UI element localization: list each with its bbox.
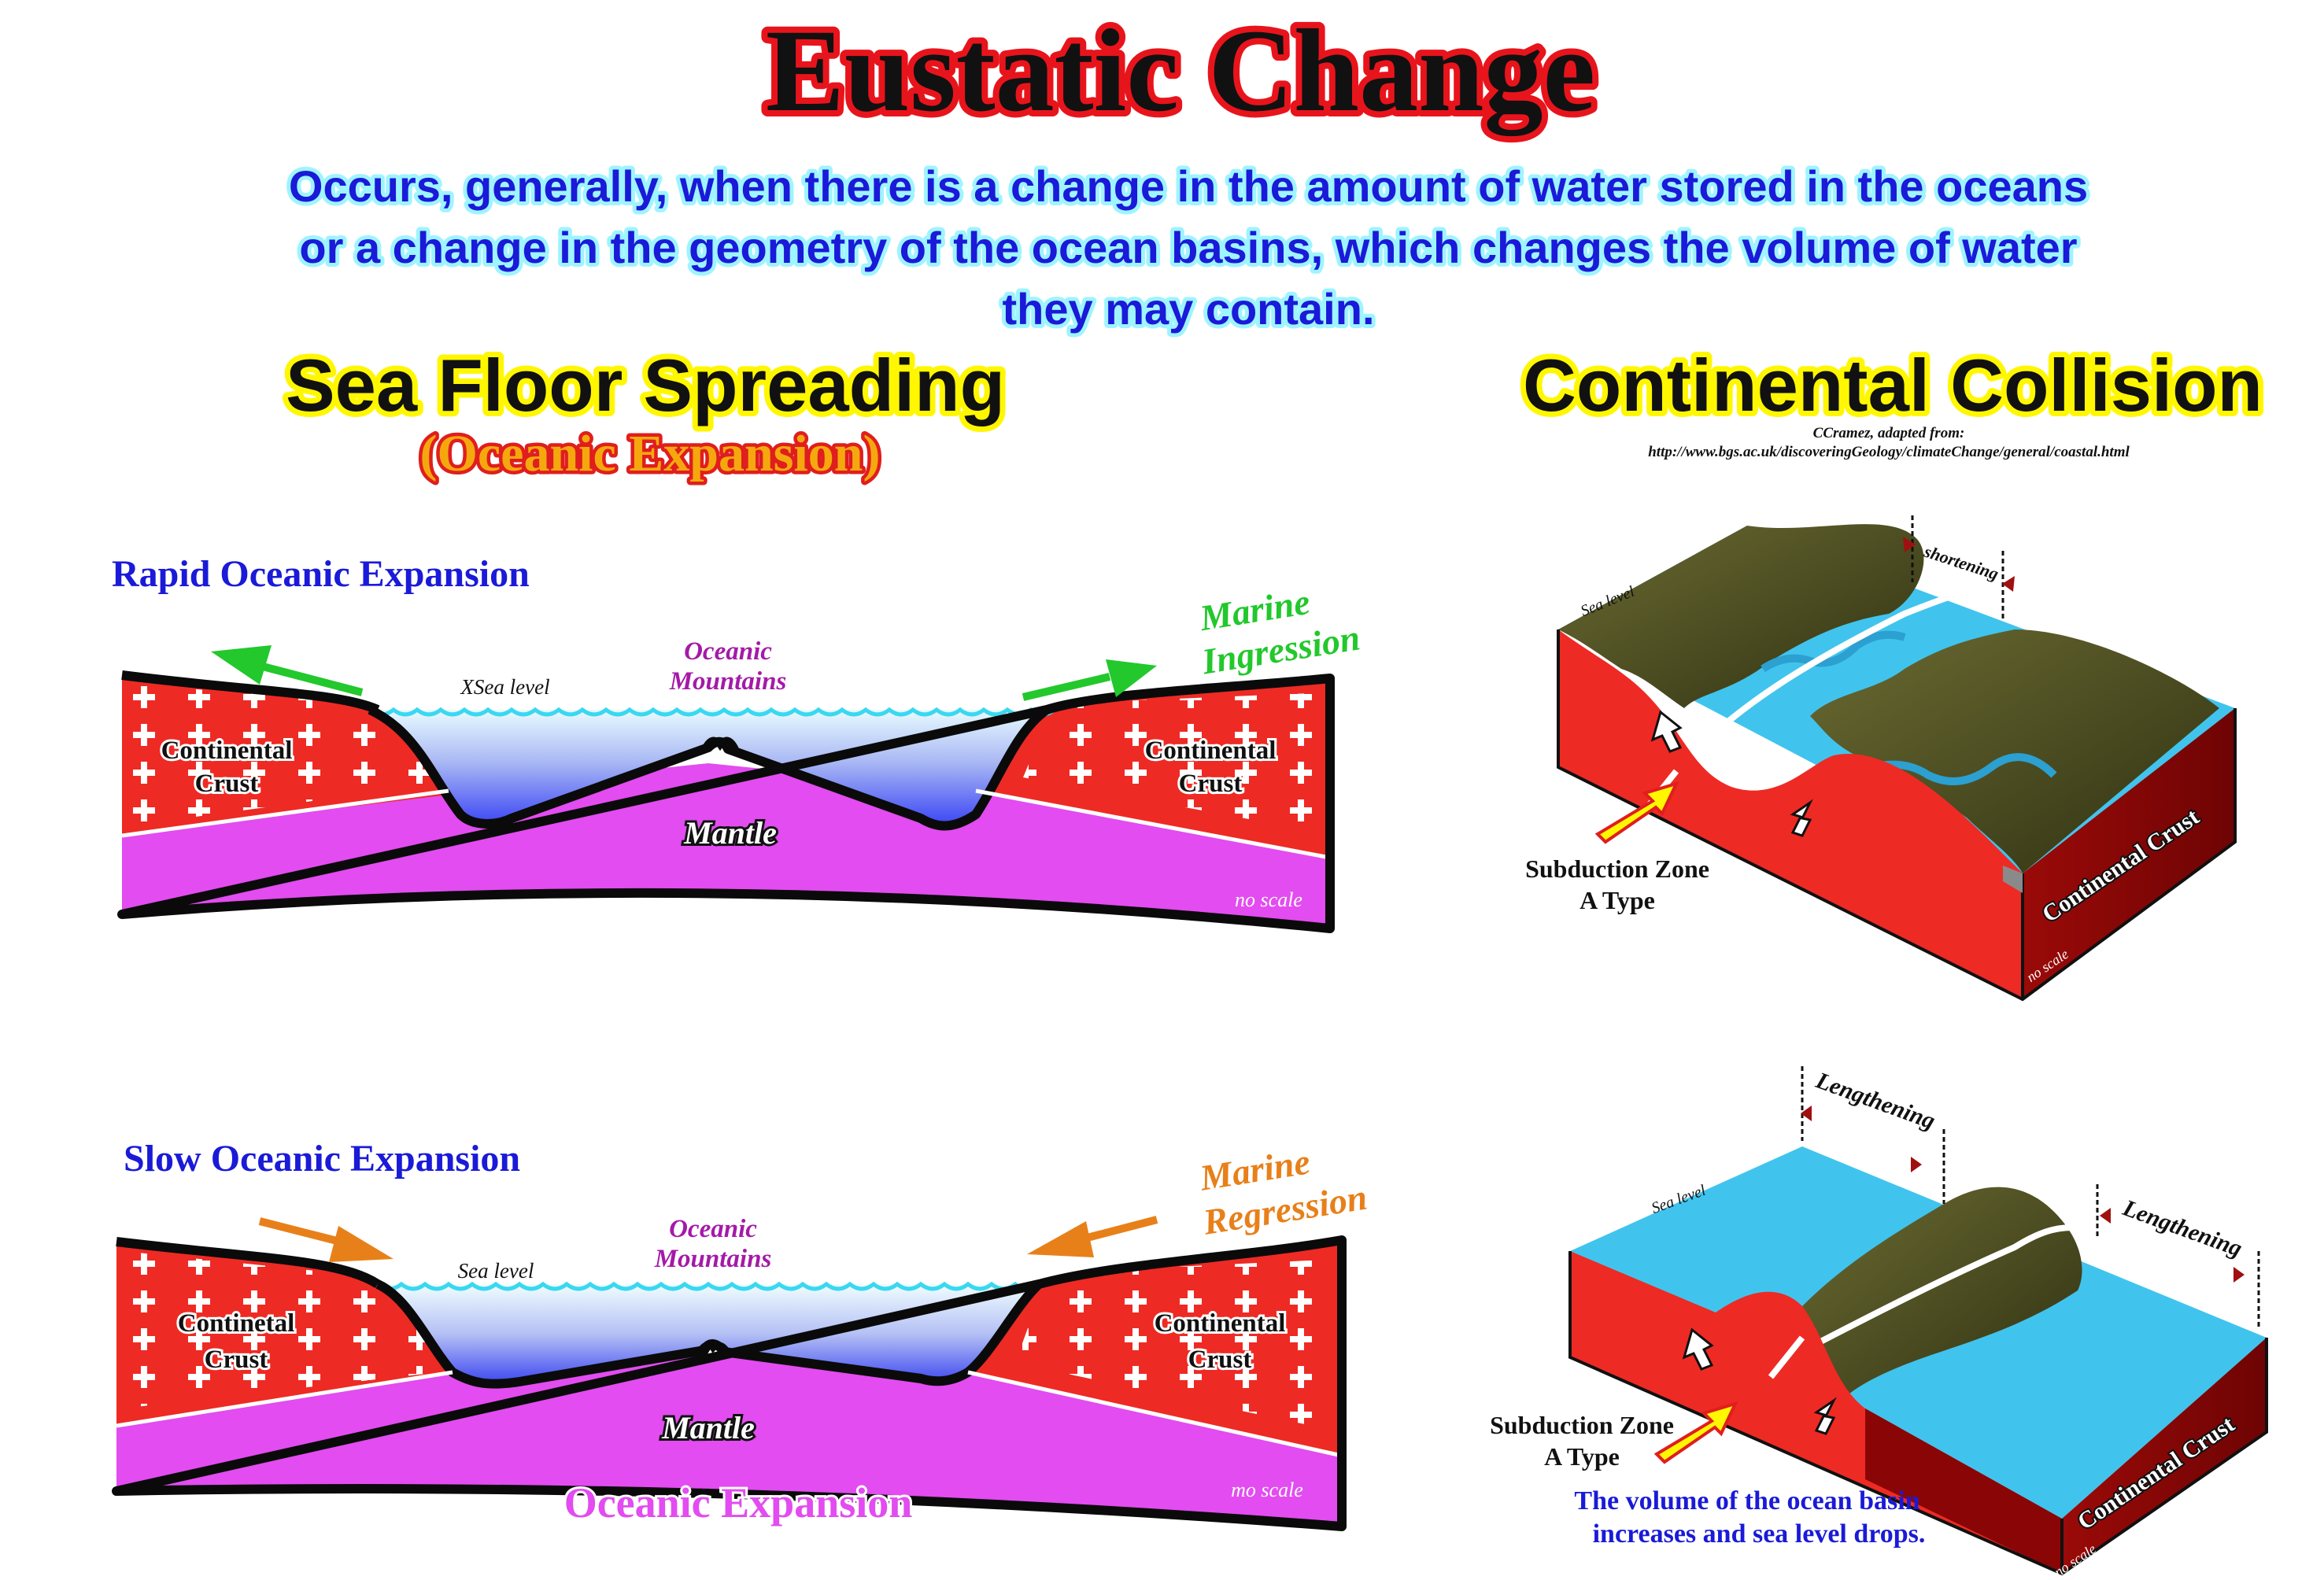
- bottom-front-dark: [1865, 1408, 2062, 1574]
- rapid-mantle-label: Mantle: [683, 815, 777, 851]
- rapid-ocean: [370, 710, 1047, 826]
- bottom-lengthening-arrow-1: [1801, 1106, 1812, 1121]
- slow-ocean: [378, 1284, 1039, 1384]
- oceanic-expansion-subheading: (Oceanic Expansion): [420, 425, 881, 482]
- credit-line-1: CCramez, adapted from:: [1813, 425, 1965, 441]
- rapid-mantle: [122, 724, 1330, 928]
- slow-left-orange-arrow: [258, 1217, 393, 1262]
- bottom-subduction-arrow-left: [1682, 1327, 1714, 1371]
- rapid-sea-level: XSea level: [460, 675, 549, 699]
- bottom-side-face: [2062, 1338, 2267, 1574]
- sea-floor-spreading-heading: Sea Floor Spreading: [286, 344, 1005, 426]
- intro-text: Occurs, generally, when there is a chang…: [285, 157, 2092, 338]
- top-edges: [1557, 629, 2237, 1002]
- rapid-right-green-arrow: [1022, 659, 1157, 701]
- top-shortening-arrow-right: [2002, 576, 2015, 592]
- top-land-left: [1558, 524, 1924, 708]
- rapid-frame: [117, 670, 1335, 933]
- slow-sea-surface: [376, 1281, 1040, 1291]
- slow-mountains-2: Mountains: [654, 1245, 772, 1273]
- top-side-face: [2023, 708, 2235, 999]
- rapid-moho-left: [121, 788, 449, 838]
- rapid-scale: no scale: [1235, 888, 1302, 911]
- bottom-lengthening-arrow-4: [2233, 1267, 2245, 1283]
- slow-left-crust-label-2: Crust: [205, 1346, 268, 1374]
- bottom-suture: [1809, 1224, 2078, 1350]
- bottom-note-1: The volume of the ocean basin: [1574, 1486, 1919, 1515]
- rapid-expansion-diagram: Rapid Oceanic Expansion XSea level Ocean…: [109, 551, 1364, 933]
- slow-mantle: [116, 1353, 1342, 1526]
- slow-sea-level: Sea level: [458, 1259, 534, 1283]
- rapid-sea-surface: [368, 707, 1056, 717]
- bottom-yellow-arrow: [1653, 1401, 1738, 1464]
- bottom-land: [1802, 1187, 2082, 1401]
- rapid-left-crust-label-1: Continental: [161, 736, 293, 765]
- bottom-edges: [1568, 1251, 2268, 1576]
- rapid-moho-right: [975, 788, 1331, 860]
- bottom-lengthening-left: Lengthening: [1812, 1067, 1938, 1135]
- top-front-face: [1558, 629, 2023, 999]
- page-title: Eustatic Change: [766, 6, 1595, 136]
- oceanic-expansion-footer: Oceanic Expansion: [564, 1479, 913, 1526]
- intro-line-2: or a change in the geometry of the ocean…: [299, 223, 2077, 272]
- slow-right-crust-label-1: Continental: [1155, 1309, 1286, 1338]
- slow-moho-left: [116, 1370, 453, 1428]
- top-shortening-label: shortening: [1921, 541, 2001, 584]
- top-shortening-arrow-left: [1903, 537, 1916, 552]
- credit-line-2: http://www.bgs.ac.uk/discoveringGeology/…: [1648, 444, 2130, 460]
- slow-expansion-label: Slow Oceanic Expansion: [124, 1138, 520, 1179]
- slow-mountains-1: Oceanic: [669, 1215, 757, 1243]
- rapid-mountains-1: Oceanic: [684, 637, 772, 666]
- bottom-subduction-arrow-right: [1813, 1397, 1837, 1435]
- bottom-subduction-line: [1768, 1335, 1805, 1379]
- rapid-marine-ingression: Marine Ingression: [1195, 580, 1364, 684]
- slow-scale: mo scale: [1231, 1478, 1303, 1501]
- slow-right-orange-arrow: [1027, 1216, 1158, 1257]
- bottom-lengthening-arrow-2: [1911, 1157, 1922, 1172]
- continental-collision-heading: Continental Collision: [1523, 344, 2263, 426]
- bottom-note-2: increases and sea level drops.: [1593, 1519, 1926, 1549]
- slow-ridge-crest: [696, 1342, 732, 1355]
- top-suture: [1673, 579, 2000, 773]
- slow-expansion-diagram: Slow Oceanic Expansion Sea level Oceanic…: [112, 1135, 1371, 1531]
- slow-marine-regression: Marine Regression: [1195, 1139, 1371, 1244]
- slow-moho-right: [967, 1370, 1343, 1458]
- rapid-ridge-crest: [701, 736, 739, 751]
- bottom-subduction-label-1: Subduction Zone: [1490, 1411, 1674, 1439]
- rapid-left-crust-label-2: Crust: [195, 770, 259, 798]
- top-subduction-arrow-left: [1650, 710, 1683, 753]
- top-yellow-arrow: [1594, 781, 1679, 844]
- rapid-expansion-label: Rapid Oceanic Expansion: [112, 553, 530, 595]
- collision-top-block: shortening Sea level Continental Crust n…: [1525, 515, 2237, 1002]
- slow-frame: [112, 1235, 1347, 1531]
- intro-line-3: they may contain.: [1002, 284, 1374, 334]
- slow-right-crust-label-2: Crust: [1188, 1346, 1252, 1374]
- rapid-mountains-2: Mountains: [669, 667, 787, 696]
- bottom-subduction-label-2: A Type: [1544, 1442, 1620, 1471]
- top-grey-strip: [2003, 866, 2023, 893]
- rapid-right-crust-label-1: Continental: [1145, 736, 1277, 765]
- top-land-right: [1810, 629, 2219, 873]
- collision-bottom-block: Lengthening Lengthening Sea level Contin…: [1490, 1066, 2268, 1580]
- top-subduction-label-1: Subduction Zone: [1525, 855, 1709, 883]
- top-subduction-label-2: A Type: [1580, 886, 1655, 914]
- top-coast-2: [1871, 753, 2057, 785]
- slow-mantle-label: Mantle: [661, 1410, 755, 1445]
- bottom-lengthening-arrow-3: [2100, 1208, 2111, 1224]
- rapid-left-green-arrow: [211, 645, 364, 696]
- top-coast-1: [1761, 630, 1906, 673]
- top-subduction-arrow-right: [1790, 799, 1813, 837]
- rapid-right-crust-label-2: Crust: [1179, 770, 1243, 798]
- bottom-lengthening-right: Lengthening: [2119, 1194, 2245, 1262]
- slow-left-crust-label-1: Continetal: [178, 1309, 295, 1338]
- intro-line-1: Occurs, generally, when there is a chang…: [289, 161, 2088, 211]
